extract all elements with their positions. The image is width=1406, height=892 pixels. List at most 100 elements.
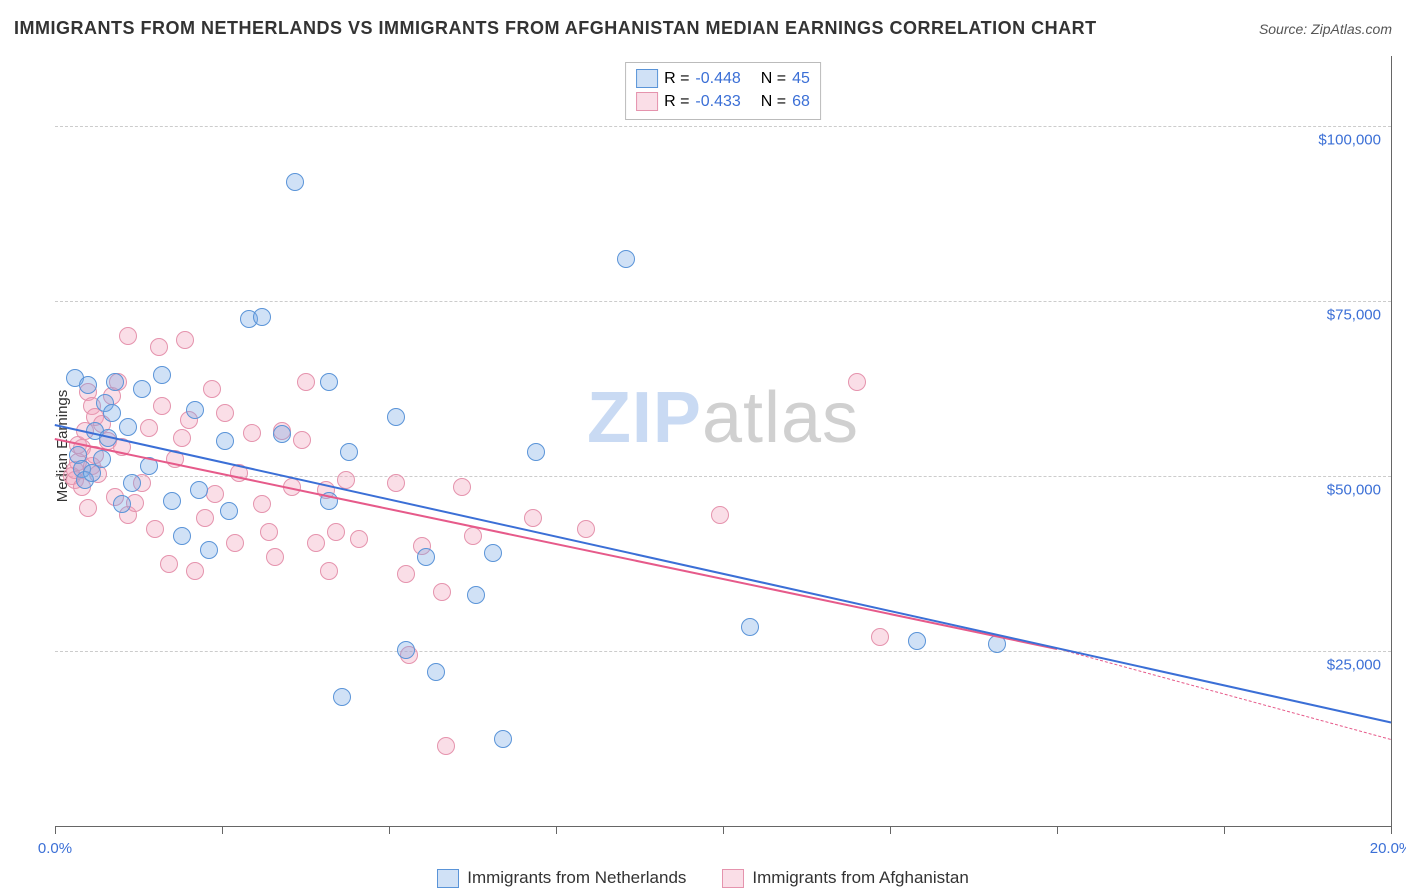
scatter-point-netherlands	[320, 373, 338, 391]
scatter-point-netherlands	[908, 632, 926, 650]
r-label: R =	[664, 70, 689, 88]
scatter-point-netherlands	[286, 173, 304, 191]
x-tick	[222, 826, 223, 834]
scatter-point-netherlands	[200, 541, 218, 559]
scatter-point-netherlands	[387, 408, 405, 426]
scatter-point-afghanistan	[243, 424, 261, 442]
scatter-point-netherlands	[106, 373, 124, 391]
source-label: Source:	[1259, 21, 1311, 37]
legend-label-netherlands: Immigrants from Netherlands	[467, 868, 686, 888]
trend-line	[55, 424, 1391, 723]
swatch-netherlands-icon	[437, 869, 459, 888]
x-tick	[890, 826, 891, 834]
gridline	[55, 301, 1391, 302]
title-bar: IMMIGRANTS FROM NETHERLANDS VS IMMIGRANT…	[14, 18, 1392, 39]
y-tick-label: $25,000	[1327, 657, 1381, 674]
gridline	[55, 476, 1391, 477]
r-value-netherlands: -0.448	[695, 70, 740, 88]
n-label: N =	[761, 93, 786, 111]
scatter-point-netherlands	[190, 481, 208, 499]
scatter-point-afghanistan	[307, 534, 325, 552]
scatter-point-afghanistan	[186, 562, 204, 580]
scatter-point-netherlands	[333, 688, 351, 706]
scatter-point-afghanistan	[337, 471, 355, 489]
swatch-afghanistan	[636, 92, 658, 111]
scatter-point-netherlands	[741, 618, 759, 636]
scatter-point-afghanistan	[464, 527, 482, 545]
scatter-point-afghanistan	[437, 737, 455, 755]
scatter-point-afghanistan	[350, 530, 368, 548]
x-tick-label: 0.0%	[38, 840, 72, 857]
scatter-point-afghanistan	[206, 485, 224, 503]
scatter-point-afghanistan	[119, 327, 137, 345]
scatter-point-afghanistan	[320, 562, 338, 580]
scatter-point-netherlands	[216, 432, 234, 450]
scatter-point-netherlands	[527, 443, 545, 461]
scatter-point-afghanistan	[711, 506, 729, 524]
y-tick-label: $75,000	[1327, 307, 1381, 324]
scatter-point-netherlands	[467, 586, 485, 604]
legend-label-afghanistan: Immigrants from Afghanistan	[752, 868, 968, 888]
scatter-point-netherlands	[163, 492, 181, 510]
gridline	[55, 651, 1391, 652]
scatter-point-afghanistan	[297, 373, 315, 391]
scatter-point-afghanistan	[176, 331, 194, 349]
scatter-point-afghanistan	[153, 397, 171, 415]
correlation-legend: R = -0.448 N = 45 R = -0.433 N = 68	[625, 62, 821, 120]
y-tick-label: $50,000	[1327, 482, 1381, 499]
x-tick	[1224, 826, 1225, 834]
scatter-point-netherlands	[617, 250, 635, 268]
x-tick	[389, 826, 390, 834]
scatter-point-netherlands	[93, 450, 111, 468]
gridline	[55, 126, 1391, 127]
scatter-point-afghanistan	[253, 495, 271, 513]
legend-row-netherlands: R = -0.448 N = 45	[636, 67, 810, 90]
scatter-point-netherlands	[397, 641, 415, 659]
scatter-point-afghanistan	[397, 565, 415, 583]
scatter-point-netherlands	[340, 443, 358, 461]
scatter-point-netherlands	[79, 376, 97, 394]
y-tick-label: $100,000	[1318, 132, 1381, 149]
scatter-point-afghanistan	[266, 548, 284, 566]
x-tick-label: 20.0%	[1370, 840, 1406, 857]
n-value-afghanistan: 68	[792, 93, 810, 111]
scatter-point-netherlands	[427, 663, 445, 681]
series-legend: Immigrants from Netherlands Immigrants f…	[0, 868, 1406, 888]
scatter-point-afghanistan	[387, 474, 405, 492]
n-value-netherlands: 45	[792, 70, 810, 88]
scatter-point-netherlands	[113, 495, 131, 513]
scatter-point-afghanistan	[293, 431, 311, 449]
scatter-point-afghanistan	[848, 373, 866, 391]
scatter-point-afghanistan	[260, 523, 278, 541]
r-label: R =	[664, 93, 689, 111]
scatter-point-afghanistan	[173, 429, 191, 447]
scatter-point-netherlands	[173, 527, 191, 545]
scatter-point-afghanistan	[196, 509, 214, 527]
plot-area: ZIPatlas R = -0.448 N = 45 R = -0.433 N …	[55, 56, 1392, 827]
scatter-point-netherlands	[253, 308, 271, 326]
scatter-point-afghanistan	[79, 499, 97, 517]
x-tick	[723, 826, 724, 834]
n-label: N =	[761, 70, 786, 88]
scatter-point-afghanistan	[433, 583, 451, 601]
scatter-point-netherlands	[103, 404, 121, 422]
scatter-point-afghanistan	[453, 478, 471, 496]
scatter-point-afghanistan	[150, 338, 168, 356]
r-value-afghanistan: -0.433	[695, 93, 740, 111]
scatter-point-netherlands	[273, 425, 291, 443]
scatter-point-afghanistan	[577, 520, 595, 538]
chart-title: IMMIGRANTS FROM NETHERLANDS VS IMMIGRANT…	[14, 18, 1097, 39]
scatter-point-afghanistan	[226, 534, 244, 552]
scatter-point-afghanistan	[203, 380, 221, 398]
scatter-point-afghanistan	[140, 419, 158, 437]
scatter-point-netherlands	[153, 366, 171, 384]
scatter-point-afghanistan	[160, 555, 178, 573]
scatter-point-netherlands	[494, 730, 512, 748]
swatch-netherlands	[636, 69, 658, 88]
scatter-point-afghanistan	[146, 520, 164, 538]
source-name: ZipAtlas.com	[1311, 21, 1392, 37]
legend-row-afghanistan: R = -0.433 N = 68	[636, 90, 810, 113]
x-tick	[1391, 826, 1392, 834]
scatter-point-afghanistan	[871, 628, 889, 646]
scatter-point-netherlands	[186, 401, 204, 419]
